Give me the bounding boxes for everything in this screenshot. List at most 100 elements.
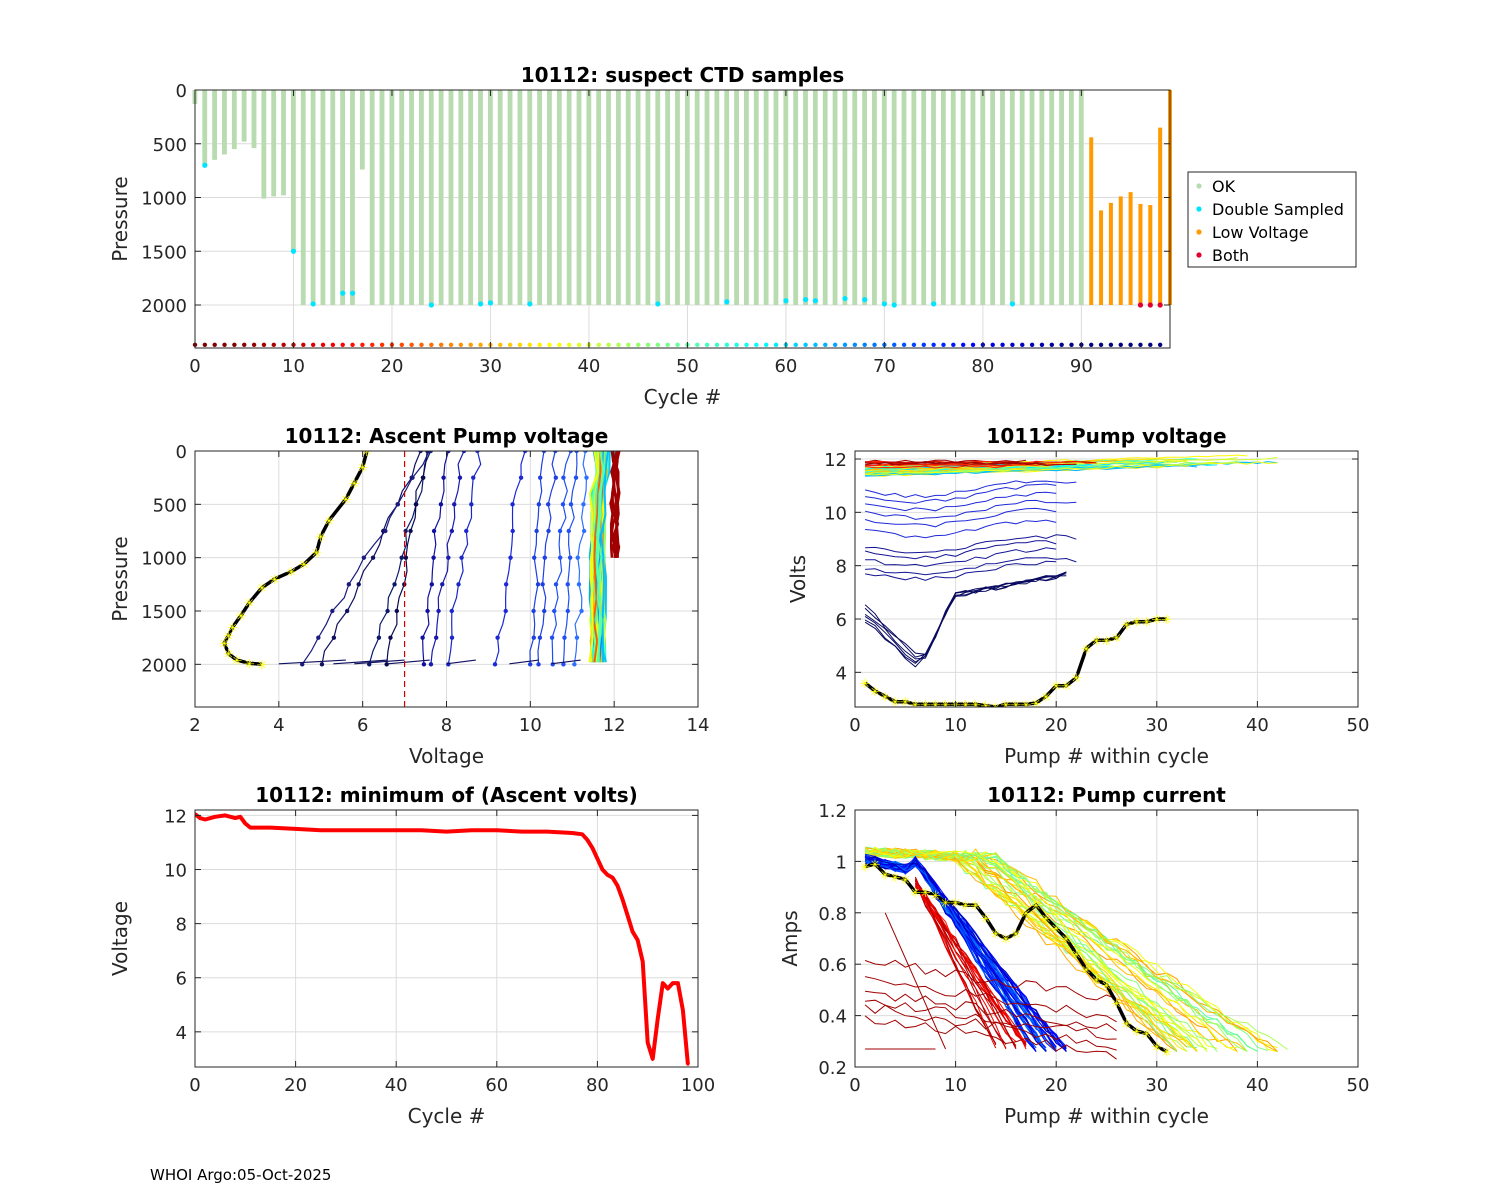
ascent-sample	[399, 555, 404, 560]
cycle-color-marker	[409, 342, 414, 347]
latest-cycle-current-marker: ✳	[920, 886, 931, 901]
ascent-sample	[503, 582, 509, 587]
min-volt-point-cycle-30	[344, 828, 348, 832]
ok-bar-cycle-25	[438, 90, 444, 305]
cycle-color-marker	[1089, 342, 1094, 347]
ok-bar-cycle-2	[212, 90, 217, 160]
pump-volt-trace-mid	[865, 483, 1057, 504]
ok-bar-cycle-31	[497, 90, 503, 305]
latest-cycle-marker: ✳	[315, 530, 326, 545]
ascent-sample	[438, 502, 444, 507]
ok-bar-cycle-3	[222, 90, 227, 155]
ascent-sample	[503, 608, 508, 614]
cycle-color-marker	[734, 342, 739, 347]
ok-bar-cycle-1	[202, 90, 208, 166]
legend-marker-3	[1196, 252, 1202, 258]
ascent-sample	[553, 582, 559, 587]
min-volt-point-cycle-79	[590, 846, 594, 850]
latest-cycle-marker: ✳	[286, 566, 297, 581]
ascent-sample	[561, 475, 566, 480]
ascent-sample	[475, 451, 480, 454]
cycle-color-marker	[1108, 342, 1114, 347]
latest-cycle-volts-marker: ✳	[880, 690, 891, 705]
min-volt-point-cycle-89	[641, 959, 645, 963]
ascent-sample	[542, 555, 547, 560]
latest-cycle-volts-marker: ✳	[1031, 697, 1042, 712]
y-tick-label: 0.6	[818, 955, 847, 976]
latest-cycle-current-marker: ✳	[1021, 907, 1032, 922]
ok-bar-cycle-46	[645, 90, 651, 305]
ascent-band-profile	[592, 451, 602, 663]
ascent-band-profile	[596, 451, 606, 663]
y-tick-label: 4	[836, 663, 847, 684]
ok-bar-cycle-88	[1059, 90, 1064, 305]
double-sampled-point-cycle-30	[487, 300, 494, 306]
minimum-ascent-volts-panel: 0 20 40 60 80 100 4 6 8 10 12 10112: minimum of (As…	[108, 783, 715, 1128]
pump-volt-trace-mid	[865, 557, 1077, 576]
data-layer: ✳✳✳✳✳✳✳✳✳✳✳✳✳✳✳✳✳✳ ✳ ✳	[219, 451, 621, 707]
ascent-pump-voltage-panel: ✳✳✳✳✳✳✳✳✳✳✳✳✳✳✳✳✳✳ ✳ ✳2 4 6 8 10 12 140500100015…	[108, 424, 709, 768]
ascent-sample	[461, 451, 467, 454]
ascent-sample	[459, 555, 464, 560]
pump-volt-trace-mid	[865, 547, 1057, 567]
ok-bar-cycle-12	[310, 90, 316, 305]
ok-bar-cycle-33	[517, 90, 523, 305]
double-sampled-point-cycle-24	[428, 302, 434, 308]
ok-bar-cycle-65	[832, 90, 838, 305]
ok-bar-cycle-76	[940, 90, 946, 305]
ok-bar-cycle-34	[527, 90, 533, 305]
chart-title: 10112: suspect CTD samples	[521, 63, 845, 87]
clipped-layer	[195, 812, 690, 1066]
x-tick-label: 80	[586, 1075, 609, 1096]
cycle-color-marker	[271, 342, 276, 347]
ascent-sample	[394, 608, 399, 614]
y-tick-label: 1500	[141, 602, 187, 623]
x-tick-label: 10	[282, 356, 305, 377]
ascent-sample	[410, 475, 415, 480]
double-sampled-point-cycle-54	[724, 299, 730, 305]
low-voltage-bar-cycle-98	[1158, 127, 1163, 305]
ok-bar-cycle-26	[448, 90, 454, 305]
min-volt-point-cycle-1	[198, 816, 202, 820]
cycle-color-marker	[990, 342, 995, 347]
ascent-sample	[452, 502, 457, 507]
latest-cycle-current-marker: ✳	[1071, 948, 1082, 963]
min-volt-point-cycle-93	[661, 981, 665, 985]
ascent-sample	[527, 662, 533, 667]
suspect-ctd-samples-panel: 0 10 20 30 40 50 60 70 80 90 0 500 1000 1500 2000 10112…	[108, 63, 1357, 409]
ascent-sample	[464, 528, 469, 534]
min-volt-point-cycle-83	[610, 876, 614, 880]
x-tick-label: 60	[774, 356, 797, 377]
latest-cycle-current-marker: ✳	[1051, 922, 1062, 937]
double-sampled-point-cycle-71	[891, 302, 897, 308]
cycle-color-marker	[320, 342, 326, 347]
double-sampled-point-cycle-47	[655, 301, 661, 307]
min-volt-point-cycle-50	[445, 830, 448, 834]
x-tick-label: 12	[603, 715, 626, 736]
latest-cycle-volts-line	[864, 617, 1167, 707]
low-voltage-bar-cycle-91	[1089, 137, 1094, 305]
latest-cycle-current-marker: ✳	[1131, 1025, 1142, 1040]
latest-cycle-marker: ✳	[299, 558, 310, 573]
ok-bar-cycle-59	[773, 90, 779, 305]
ok-bar-cycle-67	[852, 90, 858, 305]
ascent-sample	[536, 502, 542, 507]
latest-cycle-marker: ✳	[223, 630, 234, 645]
ascent-sample	[574, 635, 580, 640]
y-tick-label: 12	[824, 450, 847, 471]
ok-bar-cycle-7	[261, 90, 267, 199]
latest-cycle-current-marker: ✳	[1161, 1046, 1172, 1061]
min-volt-point-cycle-45	[419, 828, 423, 832]
ascent-sample	[429, 582, 435, 587]
ascent-sample	[456, 582, 461, 587]
legend-marker-1	[1196, 206, 1202, 212]
pump-current-trace-drop	[884, 912, 946, 1050]
ascent-sample	[568, 502, 574, 507]
cycle-color-marker	[448, 342, 454, 347]
latest-cycle-marker: ✳	[227, 621, 238, 636]
double-sampled-point-cycle-62	[803, 297, 809, 303]
pump-current-trace-late	[864, 847, 1238, 1053]
pump-current-trace-dark-1	[864, 976, 1117, 1023]
ascent-sample	[300, 662, 305, 667]
